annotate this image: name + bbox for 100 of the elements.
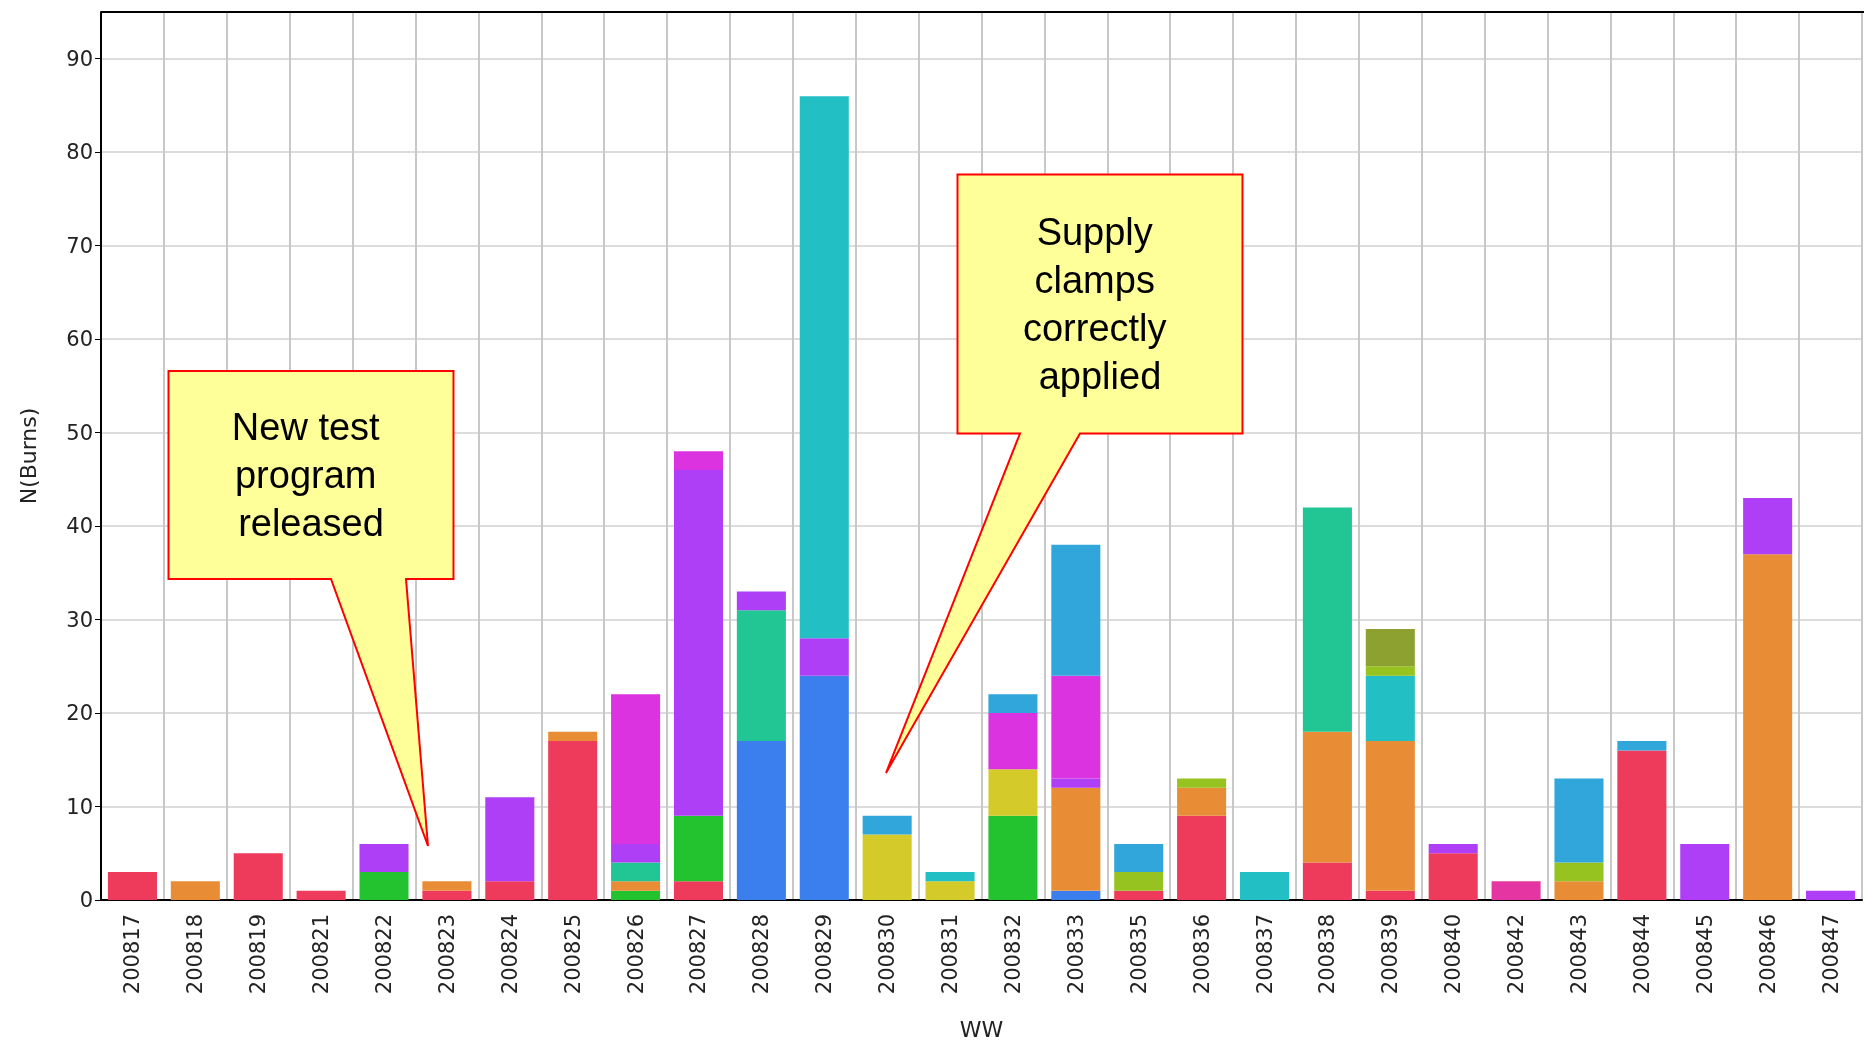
x-tick-label: 200846 <box>1755 914 1780 995</box>
bar <box>1491 881 1541 900</box>
bar <box>1617 741 1667 751</box>
bar <box>862 834 912 900</box>
bar <box>673 815 724 882</box>
bar <box>1617 750 1667 900</box>
bar <box>107 871 157 900</box>
y-tick-label: 30 <box>66 607 93 632</box>
x-tick-label: 200818 <box>183 914 208 995</box>
bar <box>925 881 975 900</box>
x-tick-label: 200842 <box>1504 914 1529 995</box>
bar <box>359 871 409 900</box>
x-tick-label: 200823 <box>434 914 459 995</box>
x-tick-label: 200827 <box>686 914 711 995</box>
bar <box>736 591 786 611</box>
x-tick-label: 200821 <box>309 914 334 995</box>
bar <box>736 610 786 742</box>
bar <box>1365 666 1415 676</box>
y-tick-label: 10 <box>66 794 93 819</box>
bar <box>1114 890 1164 900</box>
y-tick-label: 0 <box>79 888 93 912</box>
bar <box>988 769 1038 816</box>
bar <box>611 694 661 844</box>
x-tick-label: 200829 <box>812 914 837 995</box>
x-tick-label: 200831 <box>938 914 963 995</box>
x-tick-label: 200840 <box>1441 914 1466 995</box>
x-tick-label: 200833 <box>1063 914 1088 995</box>
bar <box>988 694 1038 714</box>
x-tick-label: 200822 <box>372 914 397 995</box>
bar <box>611 881 661 891</box>
bar <box>1428 853 1478 900</box>
x-tick-label: 200847 <box>1818 914 1843 995</box>
x-tick-label: 200817 <box>120 914 145 995</box>
bar <box>1554 862 1604 882</box>
bar <box>296 890 346 900</box>
annotation: New test program released <box>231 406 391 544</box>
bar <box>1365 628 1415 667</box>
bar <box>1114 843 1164 872</box>
y-tick-label: 80 <box>66 140 93 165</box>
x-tick-label: 200837 <box>1252 914 1277 995</box>
x-tick-label: 200826 <box>623 914 648 995</box>
y-tick-label: 20 <box>66 701 93 726</box>
bar <box>1051 675 1101 779</box>
x-tick-label: 200843 <box>1566 914 1591 995</box>
y-tick-label: 70 <box>66 233 93 258</box>
bar <box>1806 890 1856 900</box>
bar <box>799 96 849 639</box>
bar <box>862 815 912 835</box>
bar <box>1177 778 1227 788</box>
bar <box>1177 787 1227 816</box>
bar <box>1051 787 1101 891</box>
bar <box>799 675 849 900</box>
x-tick-label: 200828 <box>749 914 774 995</box>
bar <box>233 853 283 900</box>
y-tick-label: 50 <box>66 420 93 445</box>
bar <box>170 881 220 900</box>
annotation: Supply clamps correctly applied <box>1022 211 1178 397</box>
bar <box>1051 890 1101 900</box>
bar <box>1428 843 1478 854</box>
bar <box>673 881 724 900</box>
bar <box>736 741 786 900</box>
bar <box>611 890 661 900</box>
bar <box>988 815 1038 900</box>
bar <box>1365 675 1415 742</box>
bar <box>1302 507 1352 732</box>
x-tick-label: 200838 <box>1315 914 1340 995</box>
bar <box>673 451 724 471</box>
bar <box>485 797 535 882</box>
bar <box>548 741 598 900</box>
x-tick-label: 200830 <box>875 914 900 995</box>
x-tick-label: 200835 <box>1126 914 1151 995</box>
x-tick-label: 200825 <box>560 914 585 995</box>
bar <box>611 862 661 882</box>
bar <box>673 470 724 816</box>
bar <box>485 881 535 900</box>
bar <box>1365 890 1415 900</box>
x-tick-label: 200824 <box>497 914 522 995</box>
bar <box>1554 778 1604 863</box>
y-tick-label: 60 <box>66 327 93 352</box>
bar <box>1051 544 1101 676</box>
y-tick-label: 90 <box>66 46 93 71</box>
bar <box>799 638 849 676</box>
x-tick-label: 200836 <box>1189 914 1214 995</box>
x-axis-title: WW <box>959 1016 1004 1042</box>
x-tick-label: 200845 <box>1692 914 1717 995</box>
bar <box>422 890 472 900</box>
x-tick-label: 200832 <box>1000 914 1025 995</box>
bar <box>988 713 1038 770</box>
bar <box>1743 498 1793 555</box>
bar <box>1302 731 1352 863</box>
bar <box>359 843 409 872</box>
bar <box>1177 815 1227 900</box>
bar <box>1239 871 1290 900</box>
bar <box>1554 881 1604 900</box>
bar <box>422 881 472 891</box>
y-axis-title: N(Burns) <box>15 407 41 505</box>
bar <box>611 843 661 863</box>
bar <box>548 731 598 742</box>
bar <box>1365 741 1415 891</box>
x-tick-label: 200819 <box>246 914 271 995</box>
